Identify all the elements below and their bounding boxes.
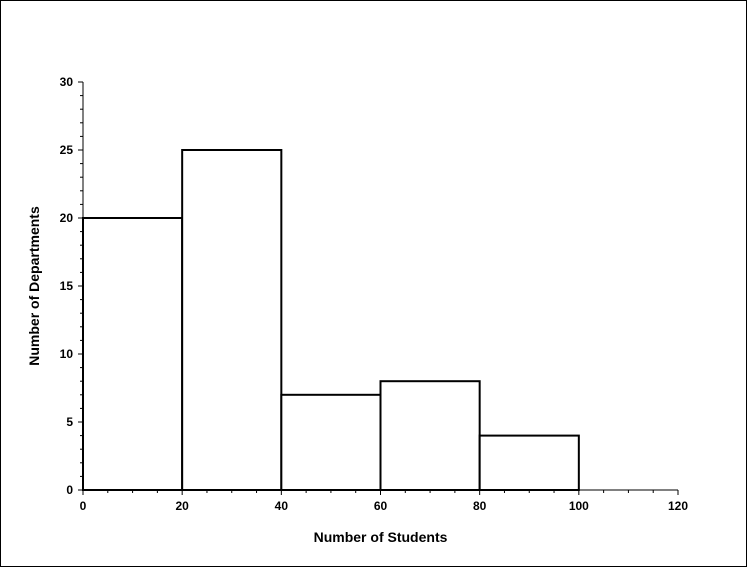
histogram-bar-1: [181, 149, 283, 491]
y-axis-title: Number of Departments: [26, 206, 42, 366]
x-tick-label: 40: [275, 499, 289, 513]
y-tick-label: 10: [60, 347, 74, 361]
histogram-bar-4: [478, 434, 580, 492]
x-tick-label: 20: [175, 499, 189, 513]
histogram-bar-2: [280, 393, 382, 491]
x-tick-label: 0: [80, 499, 87, 513]
x-axis-title: Number of Students: [314, 529, 448, 545]
y-tick-label: 0: [66, 483, 73, 497]
x-ticks-group: 0 20 40 60 80 100 120: [80, 490, 688, 513]
y-tick-label: 15: [60, 279, 74, 293]
x-tick-label: 60: [374, 499, 388, 513]
y-tick-label: 5: [66, 415, 73, 429]
bars-group: [82, 149, 580, 492]
y-tick-label: 30: [60, 75, 74, 89]
x-tick-label: 100: [569, 499, 589, 513]
y-ticks-group: 0 5 10 15 20 25 30: [60, 75, 83, 497]
histogram-bar-3: [379, 380, 481, 492]
y-tick-label: 25: [60, 143, 74, 157]
histogram-bar-0: [82, 217, 184, 491]
y-tick-label: 20: [60, 211, 74, 225]
x-tick-label: 80: [473, 499, 487, 513]
x-tick-label: 120: [668, 499, 688, 513]
